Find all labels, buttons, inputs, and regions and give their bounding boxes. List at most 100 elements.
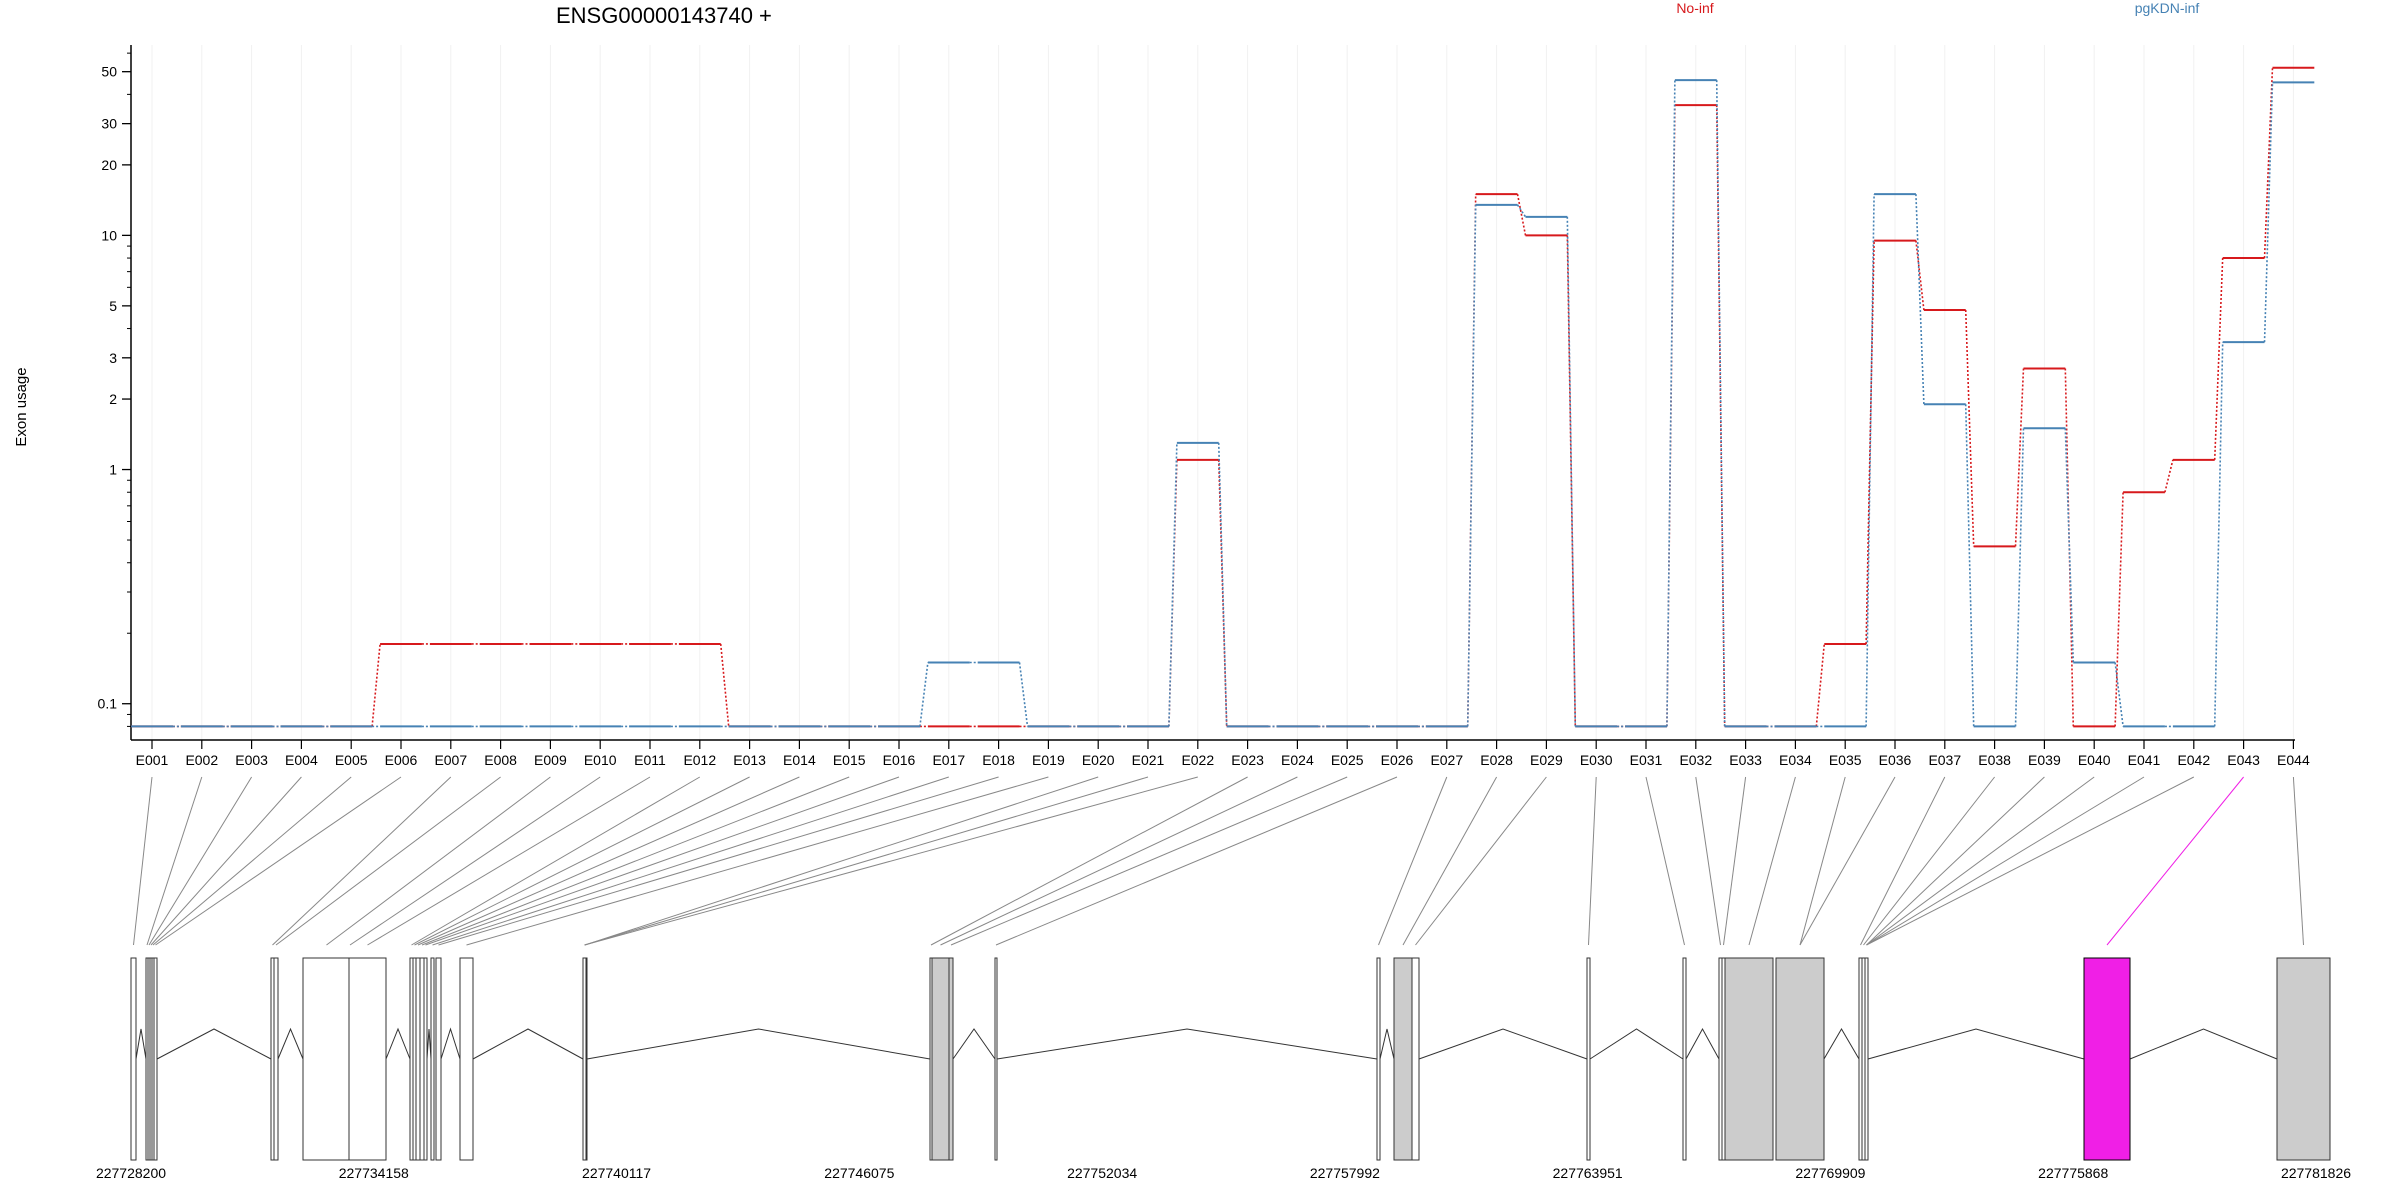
series-no-inf [131,66,2315,728]
series-transition [1715,105,1726,727]
y-axis: 0.1 1 2 3 5 10 20 30 50 [98,45,132,740]
series-transition [1516,193,1527,236]
x-tick-label-e038: E038 [1978,752,2011,768]
exon-box-e028 [1393,957,1413,1161]
y-tick-label: 3 [109,350,117,366]
x-tick-label-e044: E044 [2277,752,2310,768]
series-transition [1666,80,1676,727]
series-transition [2213,258,2224,460]
intron [156,1028,272,1060]
x-tick-label-e019: E019 [1032,752,1065,768]
exon-box-e016 [423,957,428,1161]
x-tick-label-e020: E020 [1082,752,1115,768]
series-transition [1217,442,1228,727]
intron [1867,1028,2085,1060]
connector-e005 [152,776,352,946]
intron [1823,1028,1860,1060]
x-tick-label-e043: E043 [2227,752,2260,768]
y-tick-label: 20 [101,157,117,173]
y-tick-label: 2 [109,391,117,407]
connector-e025 [950,776,1348,946]
x-tick-label-e005: E005 [335,752,368,768]
x-tick-label-e026: E026 [1381,752,1414,768]
connector-e043 [2106,776,2244,946]
intron [586,1028,931,1060]
connector-e011 [367,776,651,946]
exon-box-e011 [348,957,387,1161]
exon-box-e026 [994,957,998,1161]
x-tick-label-e036: E036 [1879,752,1912,768]
connector-e012 [411,776,701,946]
exon-box-e029 [1411,957,1420,1161]
connector-e006 [155,776,402,946]
exon-box-e018 [435,957,442,1161]
connector-e020 [584,776,1099,946]
x-tick-label-e028: E028 [1480,752,1513,768]
series-transition [719,643,730,727]
connector-e026 [995,776,1398,946]
x-tick-label-e037: E037 [1928,752,1961,768]
x-tick-label-e003: E003 [235,752,268,768]
connector-e037 [1860,776,1946,946]
connector-e009 [326,776,551,946]
x-tick-label-e015: E015 [833,752,866,768]
x-tick-label-e027: E027 [1430,752,1463,768]
series-transition [2014,428,2025,727]
x-tick-label-e021: E021 [1132,752,1165,768]
series-transition [371,643,381,727]
coordinate-label: 227746075 [824,1165,894,1181]
connector-e007 [272,776,452,946]
x-tick-label-e023: E023 [1231,752,1264,768]
intron [952,1028,996,1060]
exon-connectors [133,776,2304,946]
connector-e022 [584,776,1198,946]
series-transition [2014,368,2025,547]
connector-e029 [1415,776,1547,946]
coordinate-label: 227775868 [2038,1165,2108,1181]
x-tick-label-e006: E006 [385,752,418,768]
x-tick-label-e011: E011 [634,752,666,768]
coordinate-label: 227752034 [1067,1165,1137,1181]
x-tick-label-e041: E041 [2128,752,2161,768]
x-tick-label-e035: E035 [1829,752,1862,768]
coordinate-label: 227734158 [339,1165,409,1181]
intron [426,1028,432,1060]
series-transition [2263,82,2274,343]
intron [385,1027,411,1060]
intron [1418,1028,1588,1060]
connector-e036 [1799,776,1896,946]
exon-box-e042 [1864,957,1869,1161]
intron [1379,1028,1395,1060]
exon-box-e036 [1775,957,1825,1161]
connector-e041 [1866,776,2145,946]
exon-box-e006 [153,957,158,1161]
x-tick-label-e009: E009 [534,752,567,768]
series-transition [1815,643,1826,727]
series-transition [1566,216,1577,727]
legend-no-inf: No-inf [1676,0,1713,16]
grid [151,45,2294,740]
connector-e014 [417,776,800,946]
exon-box-e019 [459,957,474,1161]
connector-e032 [1695,776,1721,946]
intron [277,1027,304,1060]
intron-lines [135,1027,2278,1060]
connector-e018 [438,776,999,946]
legend-pgkdn-inf: pgKDN-inf [2135,0,2200,16]
connector-e015 [421,776,850,946]
connector-e039 [1866,776,2045,946]
exon-box-e025 [948,957,954,1161]
y-tick-label: 30 [101,116,117,132]
connector-e024 [940,776,1298,946]
series-transition [2114,492,2124,727]
y-tick-label: 1 [109,462,117,478]
series-transition [1964,309,1975,547]
connector-e010 [349,776,601,946]
x-tick-label-e022: E022 [1181,752,1214,768]
x-tick-label-e014: E014 [783,752,816,768]
connector-e016 [425,776,900,946]
connector-e017 [432,776,949,946]
exon-box-e001 [130,957,137,1161]
connector-e023 [930,776,1248,946]
